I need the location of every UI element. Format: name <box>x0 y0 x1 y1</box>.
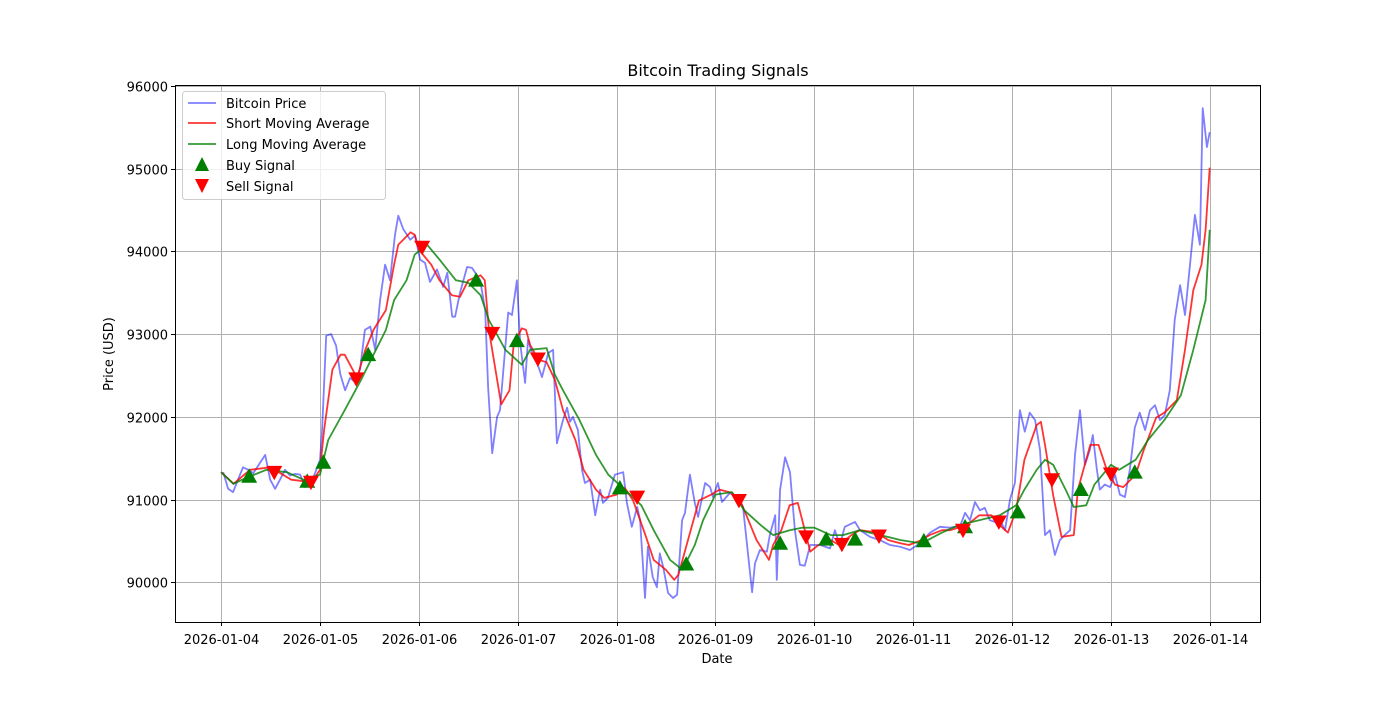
buy-signal-marker <box>508 332 525 348</box>
sell-signal-marker <box>529 352 546 367</box>
x-axis-label: Date <box>701 652 732 667</box>
sell-signal-marker <box>266 465 283 481</box>
sell-signal-marker <box>955 523 972 539</box>
axes-frame <box>175 85 1261 623</box>
y-tick-label: 96000 <box>127 81 168 96</box>
y-tick-label: 92000 <box>127 412 168 427</box>
legend-label-sell: Sell Signal <box>226 180 294 195</box>
sell-signal-marker <box>302 475 319 491</box>
buy-signal-marker <box>1009 503 1026 519</box>
x-tick-label: 2026-01-10 <box>777 633 853 648</box>
x-tick-label: 2026-01-07 <box>481 633 557 648</box>
sell-signal-marker <box>798 530 815 545</box>
x-tick-label: 2026-01-04 <box>184 633 260 648</box>
plot-area <box>220 107 1211 599</box>
buy-signal-marker <box>1126 464 1143 479</box>
buy-signal-marker <box>772 535 789 550</box>
legend-label-price: Bitcoin Price <box>226 97 306 112</box>
x-tick-label: 2026-01-06 <box>382 633 458 648</box>
x-tick-label: 2026-01-12 <box>975 633 1051 648</box>
legend-label-long-ma: Long Moving Average <box>226 138 366 153</box>
sell-signal-marker <box>414 240 431 256</box>
buy-signal-marker <box>818 531 835 546</box>
legend-sell-marker-icon <box>195 179 209 193</box>
sell-signal-marker <box>629 490 646 506</box>
legend: Bitcoin Price Short Moving Average Long … <box>182 91 386 200</box>
sell-signal-marker <box>348 372 365 387</box>
x-tick-label: 2026-01-11 <box>876 633 952 648</box>
x-tick-label: 2026-01-08 <box>580 633 656 648</box>
y-axis-label: Price (USD) <box>102 317 117 391</box>
buy-signal-marker <box>315 454 332 469</box>
buy-signal-marker <box>678 556 695 571</box>
x-tick-label: 2026-01-09 <box>678 633 754 648</box>
grid <box>175 85 1260 622</box>
buy-signal-marker <box>1072 481 1089 497</box>
y-tick-label: 93000 <box>127 329 168 344</box>
y-axis: 90000 91000 92000 93000 94000 95000 96000 <box>127 81 175 592</box>
sell-signal-marker <box>870 529 887 544</box>
buy-signal-marker <box>915 532 932 548</box>
sell-signal-marker <box>730 493 747 509</box>
buy-signal-marker <box>360 346 377 362</box>
buy-signal-marker <box>241 468 258 483</box>
sell-signal-marker <box>990 515 1007 530</box>
x-tick-label: 2026-01-05 <box>283 633 359 648</box>
sell-signal-marker <box>833 537 850 553</box>
sell-signal-marker <box>1043 473 1060 488</box>
buy-signal-marker <box>468 272 485 287</box>
y-tick-label: 95000 <box>127 164 168 179</box>
price-line <box>222 107 1211 599</box>
chart-title: Bitcoin Trading Signals <box>627 61 808 80</box>
x-axis: 2026-01-04 2026-01-05 2026-01-06 2026-01-07… <box>184 622 1249 648</box>
legend-label-short-ma: Short Moving Average <box>226 117 370 132</box>
y-tick-label: 94000 <box>127 246 168 261</box>
legend-buy-marker-icon <box>195 157 209 171</box>
y-tick-label: 90000 <box>127 577 168 592</box>
long-ma-line <box>220 229 1211 571</box>
buy-signal-marker <box>847 531 864 546</box>
sell-signal-marker <box>1102 467 1119 482</box>
sell-signal-marker <box>484 326 501 342</box>
x-tick-label: 2026-01-14 <box>1173 633 1249 648</box>
y-tick-label: 91000 <box>127 495 168 510</box>
legend-label-buy: Buy Signal <box>226 159 295 174</box>
x-tick-label: 2026-01-13 <box>1074 633 1150 648</box>
buy-signal-marker <box>611 479 628 495</box>
